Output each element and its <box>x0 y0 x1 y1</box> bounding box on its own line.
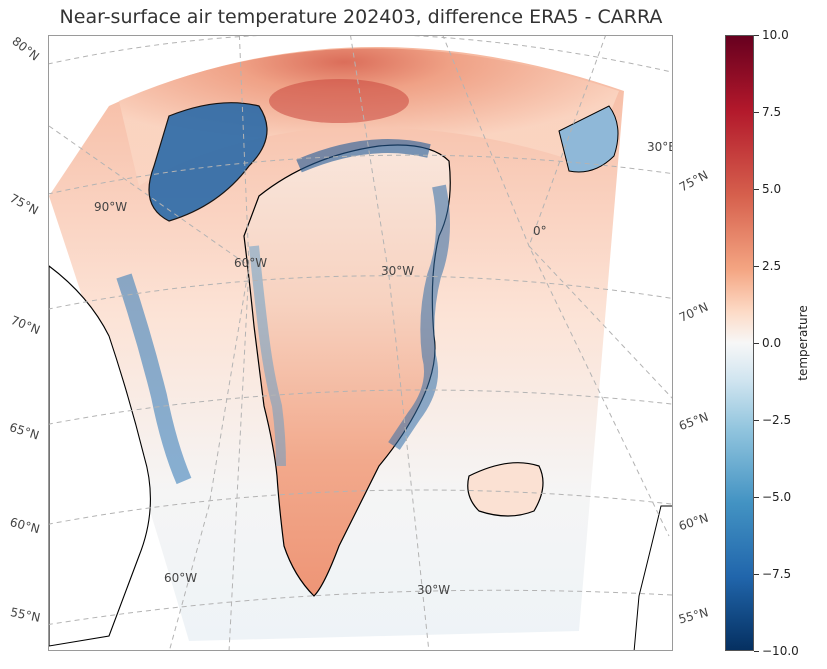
greenland-ice-sheet <box>243 144 451 597</box>
max-anomaly <box>269 79 409 123</box>
map-panel[interactable]: 90°W 60°W 30°W 0° 30°E 60°W 30°W <box>48 35 673 651</box>
colorbar-tick <box>754 343 759 344</box>
colorbar-tick <box>754 112 759 113</box>
lon-label-bottom-30w: 30°W <box>417 583 451 597</box>
colorbar-label: temperature <box>796 305 810 381</box>
colorbar-tick-label: −7.5 <box>762 567 792 581</box>
iceland <box>467 462 544 517</box>
colorbar-tick-label: −10.0 <box>762 644 799 658</box>
lat-label-left-60n: 60°N <box>8 515 42 537</box>
colorbar-tick <box>754 497 759 498</box>
lat-label-left-80n: 80°N <box>9 34 42 64</box>
colorbar-tick <box>754 35 759 36</box>
greenland-west-coast <box>249 245 286 467</box>
lat-label-left-75n: 75°N <box>7 191 41 218</box>
graticule-meridians <box>49 36 672 650</box>
lat-label-right-65n: 65°N <box>677 409 711 434</box>
colorbar-tick <box>754 574 759 575</box>
colorbar-tick <box>754 651 759 652</box>
ellesmere-island <box>148 102 268 222</box>
colorbar-tick <box>754 420 759 421</box>
colorbar <box>725 35 754 651</box>
lon-label-bottom-60w: 60°W <box>164 571 198 585</box>
colorbar-tick-label: 10.0 <box>762 28 789 42</box>
lat-label-right-60n: 60°N <box>677 510 711 534</box>
svalbard <box>558 105 619 173</box>
lat-label-left-55n: 55°N <box>9 605 42 625</box>
lon-label-30e: 30°E <box>647 140 673 154</box>
lat-label-right-75n: 75°N <box>677 167 711 195</box>
graticule-parallels <box>49 36 672 625</box>
lat-label-left-65n: 65°N <box>7 420 41 443</box>
colorbar-tick <box>754 266 759 267</box>
colorbar-tick-label: 2.5 <box>762 259 782 273</box>
lat-label-left-70n: 70°N <box>8 313 43 338</box>
lat-label-right-70n: 70°N <box>677 299 711 325</box>
baffin-coast <box>116 273 192 485</box>
greenland-east-coast <box>388 184 450 450</box>
colorbar-tick-label: −2.5 <box>762 413 792 427</box>
map-title: Near-surface air temperature 202403, dif… <box>59 6 663 28</box>
lat-label-right-55n: 55°N <box>677 605 710 627</box>
greenland-north-coast <box>296 139 431 173</box>
map-canvas <box>49 36 672 650</box>
colorbar-tick-label: 5.0 <box>762 182 782 196</box>
lon-label-30w: 30°W <box>381 264 415 278</box>
colorbar-tick-label: 0.0 <box>762 336 782 350</box>
colorbar-tick <box>754 189 759 190</box>
lon-label-0: 0° <box>533 224 547 238</box>
scandinavia-coast <box>633 505 672 650</box>
lon-label-90w: 90°W <box>94 200 128 214</box>
lon-label-60w: 60°W <box>234 256 268 270</box>
canada-coastline <box>49 265 151 647</box>
colorbar-tick-label: −5.0 <box>762 490 792 504</box>
colorbar-tick-label: 7.5 <box>762 105 782 119</box>
